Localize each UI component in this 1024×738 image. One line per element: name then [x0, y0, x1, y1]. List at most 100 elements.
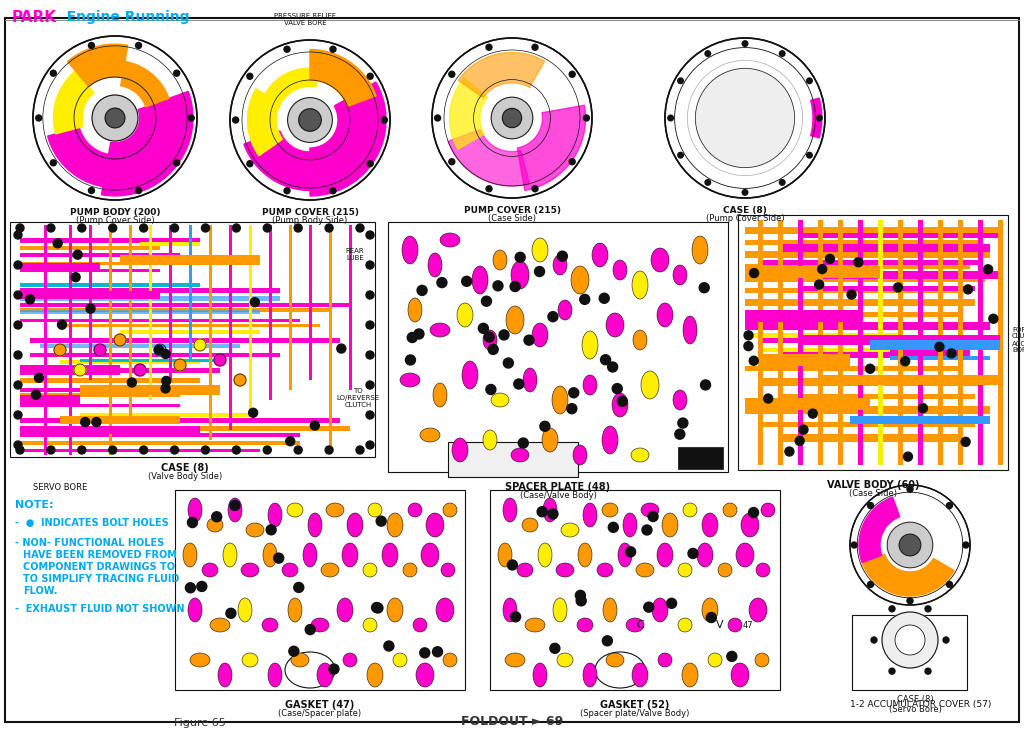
Ellipse shape	[606, 653, 624, 667]
Circle shape	[550, 644, 560, 653]
Circle shape	[78, 224, 86, 232]
Bar	[745, 398, 870, 410]
Circle shape	[668, 115, 674, 121]
Bar	[857, 220, 862, 465]
Ellipse shape	[402, 236, 418, 264]
Circle shape	[567, 404, 577, 414]
Circle shape	[230, 500, 240, 511]
Ellipse shape	[756, 563, 770, 577]
Bar	[60, 416, 180, 424]
Ellipse shape	[342, 543, 358, 567]
Bar	[745, 274, 985, 282]
Bar	[109, 225, 112, 455]
Ellipse shape	[218, 663, 232, 687]
Circle shape	[161, 384, 170, 393]
Ellipse shape	[623, 513, 637, 537]
Ellipse shape	[658, 653, 672, 667]
Ellipse shape	[755, 653, 769, 667]
Ellipse shape	[416, 663, 434, 687]
Bar	[800, 286, 975, 291]
Circle shape	[548, 311, 558, 322]
Circle shape	[901, 356, 909, 366]
Bar	[978, 220, 982, 465]
Text: REAR
LUBE: REAR LUBE	[346, 248, 365, 261]
Circle shape	[540, 421, 550, 431]
Bar	[897, 220, 902, 465]
Ellipse shape	[493, 250, 507, 270]
Bar	[745, 250, 990, 258]
Polygon shape	[310, 82, 386, 196]
Circle shape	[366, 231, 374, 239]
Circle shape	[368, 73, 373, 79]
Circle shape	[727, 652, 737, 661]
Circle shape	[54, 344, 66, 356]
Circle shape	[943, 637, 949, 643]
Bar	[20, 291, 160, 299]
Ellipse shape	[367, 663, 383, 687]
Circle shape	[750, 269, 759, 277]
Ellipse shape	[285, 652, 335, 688]
Bar	[188, 225, 191, 360]
Circle shape	[86, 304, 95, 313]
Ellipse shape	[246, 523, 264, 537]
Circle shape	[504, 358, 513, 368]
Bar	[308, 225, 311, 380]
Text: (Case/Valve Body): (Case/Valve Body)	[519, 491, 596, 500]
Text: FLOW.: FLOW.	[23, 586, 57, 596]
Bar	[745, 322, 990, 330]
Bar	[249, 225, 252, 410]
Ellipse shape	[573, 445, 587, 465]
Polygon shape	[53, 71, 94, 134]
Circle shape	[675, 430, 685, 439]
Circle shape	[381, 117, 387, 123]
Bar	[852, 615, 967, 690]
Text: 1-2 ACCUMULATOR COVER (57): 1-2 ACCUMULATOR COVER (57)	[850, 700, 991, 709]
Ellipse shape	[420, 428, 440, 442]
Ellipse shape	[613, 260, 627, 280]
Bar	[20, 365, 120, 375]
Ellipse shape	[577, 618, 593, 632]
Circle shape	[688, 548, 698, 559]
Circle shape	[249, 408, 258, 417]
Bar	[817, 220, 822, 465]
Ellipse shape	[262, 618, 278, 632]
Bar	[209, 225, 212, 440]
Ellipse shape	[556, 563, 574, 577]
Ellipse shape	[462, 361, 478, 389]
Circle shape	[366, 411, 374, 419]
Polygon shape	[48, 128, 109, 187]
Circle shape	[437, 277, 446, 288]
Text: V: V	[716, 620, 724, 630]
Circle shape	[171, 224, 178, 232]
Text: FOLDOUT ► 69: FOLDOUT ► 69	[461, 715, 563, 728]
Text: VALVE BODY (60): VALVE BODY (60)	[826, 480, 920, 490]
Ellipse shape	[761, 503, 775, 517]
Bar	[140, 242, 200, 246]
Circle shape	[511, 612, 520, 622]
Bar	[20, 308, 330, 312]
Ellipse shape	[662, 513, 678, 537]
Ellipse shape	[749, 598, 767, 622]
Circle shape	[71, 273, 80, 282]
Circle shape	[935, 342, 944, 351]
Ellipse shape	[400, 373, 420, 387]
Ellipse shape	[571, 266, 589, 294]
Circle shape	[155, 345, 164, 354]
Circle shape	[171, 446, 178, 454]
Ellipse shape	[291, 653, 309, 667]
Circle shape	[162, 376, 171, 385]
Text: -  ●  INDICATES BOLT HOLES: - ● INDICATES BOLT HOLES	[15, 518, 169, 528]
Circle shape	[895, 625, 925, 655]
Circle shape	[667, 599, 677, 608]
Bar	[738, 215, 1008, 470]
Ellipse shape	[188, 498, 202, 522]
Polygon shape	[248, 89, 283, 156]
Bar	[890, 356, 990, 360]
Ellipse shape	[723, 503, 737, 517]
Text: COMPONENT DRAWINGS TO: COMPONENT DRAWINGS TO	[23, 562, 175, 572]
Ellipse shape	[393, 653, 407, 667]
Ellipse shape	[731, 663, 749, 687]
Circle shape	[799, 425, 808, 434]
Circle shape	[462, 276, 472, 286]
Ellipse shape	[612, 393, 628, 417]
